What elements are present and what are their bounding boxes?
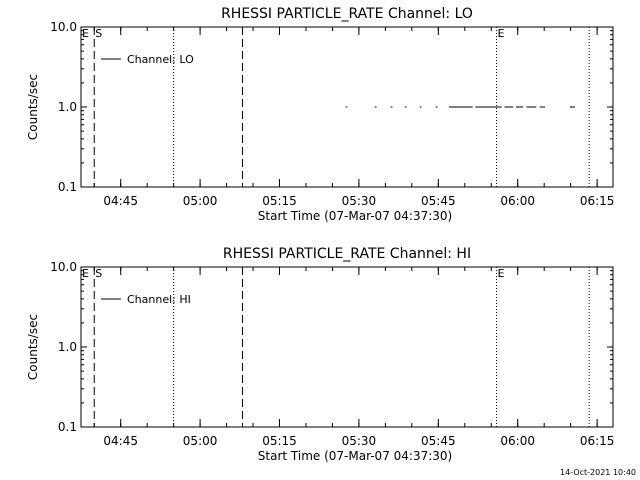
x-tick-label: 06:15 [580, 194, 615, 208]
event-marker-label: S [95, 267, 102, 280]
x-tick-label: 04:45 [103, 194, 138, 208]
y-tick-label: 0.1 [58, 420, 77, 434]
y-axis-label: Counts/sec [26, 314, 40, 380]
x-tick-label: 05:15 [262, 434, 297, 448]
event-marker-label: E [82, 267, 89, 280]
x-tick-label: 06:15 [580, 434, 615, 448]
plot-frame [80, 266, 614, 428]
event-marker-label: E [498, 267, 505, 280]
x-tick-label: 05:30 [342, 194, 377, 208]
footer-timestamp: 14-Oct-2021 10:40 [560, 468, 636, 477]
event-marker-label: S [95, 27, 102, 40]
x-tick-label: 06:00 [500, 194, 535, 208]
y-tick-label: 0.1 [58, 180, 77, 194]
chart-title: RHESSI PARTICLE_RATE Channel: LO [221, 6, 473, 22]
x-tick-label: 05:30 [342, 434, 377, 448]
x-axis-label: Start Time (07-Mar-07 04:37:30) [258, 449, 452, 463]
y-tick-label: 10.0 [50, 260, 77, 274]
x-tick-label: 05:00 [183, 434, 218, 448]
y-tick-label: 10.0 [50, 20, 77, 34]
x-axis-label: Start Time (07-Mar-07 04:37:30) [258, 209, 452, 223]
x-tick-label: 06:00 [500, 434, 535, 448]
event-marker-label: E [498, 27, 505, 40]
y-axis-label: Counts/sec [26, 74, 40, 140]
legend-label: Channel: HI [127, 293, 191, 306]
x-tick-label: 05:00 [183, 194, 218, 208]
chart-title: RHESSI PARTICLE_RATE Channel: HI [223, 246, 471, 262]
y-tick-label: 1.0 [58, 100, 77, 114]
event-marker-label: E [82, 27, 89, 40]
x-tick-label: 05:15 [262, 194, 297, 208]
x-tick-label: 05:45 [421, 194, 456, 208]
x-tick-label: 04:45 [103, 434, 138, 448]
x-tick-label: 05:45 [421, 434, 456, 448]
legend-label: Channel: LO [127, 53, 194, 66]
y-tick-label: 1.0 [58, 340, 77, 354]
panel-hi: RHESSI PARTICLE_RATE Channel: HI 0.1 1.0 10… [26, 246, 614, 463]
panel-lo: RHESSI PARTICLE_RATE Channel: LO 0.1 1.0 10… [26, 6, 614, 223]
